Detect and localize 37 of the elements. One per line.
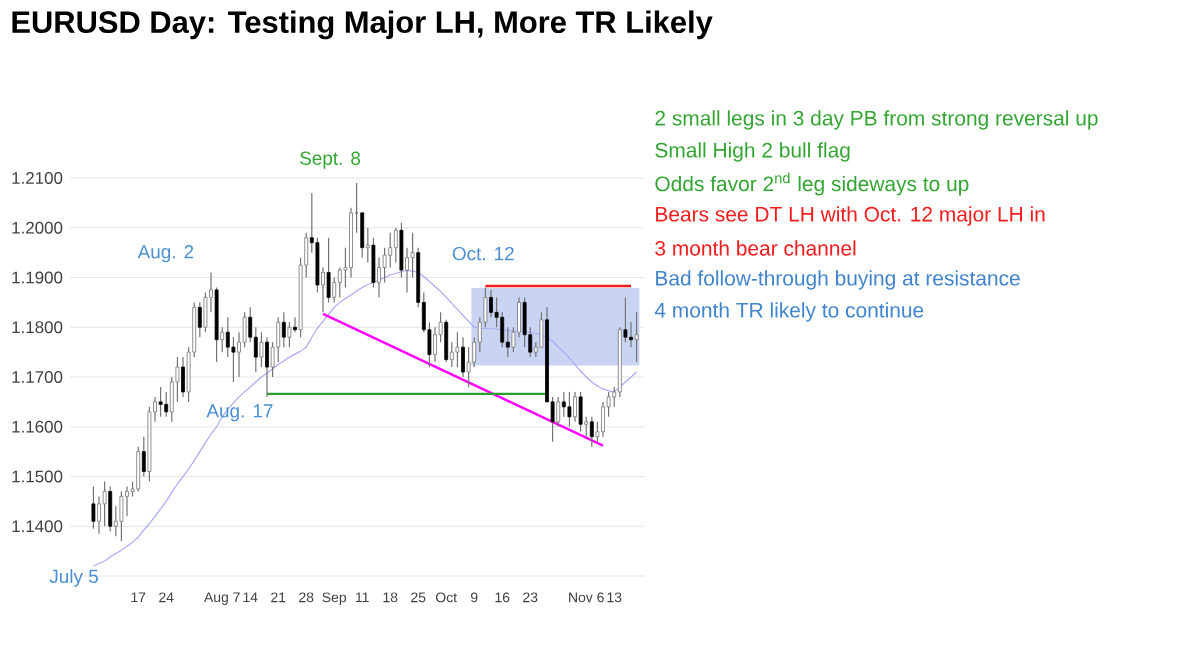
candlestick — [125, 485, 129, 517]
y-tick-label: 1.1500 — [12, 470, 63, 483]
annotation: July 5 — [49, 569, 98, 587]
y-tick-label: 1.1800 — [12, 321, 63, 334]
y-tick-label: 1.2100 — [12, 172, 63, 184]
text: 2 small legs in 3 day PB from strong reversal up — [655, 110, 1098, 130]
candlestick — [489, 289, 493, 318]
candlestick — [181, 356, 185, 398]
y-tick-label: 1.1900 — [12, 271, 63, 284]
candlestick — [410, 232, 415, 279]
text: Bears see DT LH with Oct. 12 major LH in — [656, 206, 1045, 226]
candlestick — [321, 266, 325, 313]
candlestick — [405, 247, 409, 294]
annotation: Aug. 17 — [206, 404, 273, 422]
candlestick — [629, 321, 633, 348]
y-tick-label: 1.1700 — [12, 371, 63, 383]
candlestick — [349, 207, 353, 279]
annotation: Oct. 12 — [452, 246, 514, 261]
text: 4 month TR likely to continue — [654, 302, 924, 322]
candlestick — [601, 401, 605, 438]
text: Bad follow-through buying at resistance — [656, 270, 1020, 290]
candlestick — [573, 391, 577, 423]
text: Odds favor 2$^{nd}$ leg sideways to up — [655, 172, 969, 196]
chart-title: EURUSD Day: Testing Major LH, More TR Likely — [12, 10, 713, 40]
y-tick-label: 1.1400 — [12, 520, 63, 533]
text: Sept. 8 — [300, 151, 361, 169]
candlestick — [433, 326, 437, 363]
candlestick — [461, 336, 465, 378]
y-tick-label: 1.1600 — [12, 420, 63, 433]
text: 3 month bear channel — [655, 240, 856, 256]
candlestick — [97, 495, 101, 535]
y-tick-label: 1.2000 — [12, 221, 63, 234]
text: Small High 2 bull flag — [655, 142, 850, 162]
annotation: Aug. 2 — [137, 245, 194, 263]
candlestick — [634, 311, 639, 363]
candlestick — [265, 336, 269, 398]
candlestick — [377, 257, 381, 298]
